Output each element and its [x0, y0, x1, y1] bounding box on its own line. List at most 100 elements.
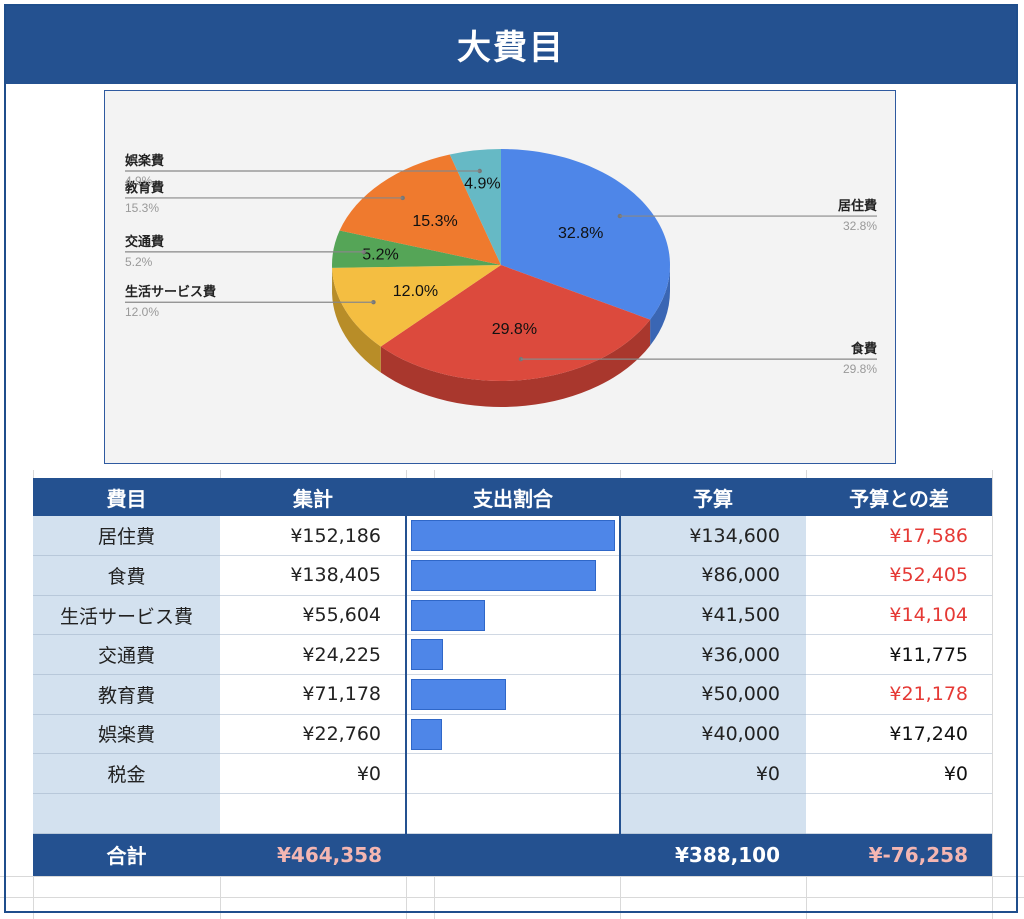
category-cell[interactable]: 娯楽費: [33, 714, 220, 755]
diff-cell[interactable]: ¥0: [806, 753, 992, 794]
table-row: 生活サービス費 ¥55,604 ¥41,500 ¥14,104: [33, 595, 992, 636]
leader-dot: [518, 356, 524, 362]
grid-line: [0, 897, 1024, 898]
pie-slice[interactable]: [332, 230, 501, 268]
total-cell[interactable]: ¥24,225: [220, 634, 406, 675]
header-diff[interactable]: 予算との差: [806, 478, 992, 516]
footer-share-cell[interactable]: [406, 833, 620, 876]
share-bar-cell[interactable]: [405, 555, 621, 596]
category-cell[interactable]: 食費: [33, 555, 220, 596]
category-cell[interactable]: 居住費: [33, 516, 220, 557]
share-bar: [411, 599, 485, 631]
total-cell[interactable]: ¥71,178: [220, 674, 406, 715]
share-bar-cell[interactable]: [405, 674, 621, 715]
table-row: [33, 793, 992, 834]
share-bar: [411, 679, 506, 710]
total-cell[interactable]: ¥152,186: [220, 516, 406, 557]
category-cell[interactable]: 交通費: [33, 634, 220, 675]
share-bar: [411, 560, 596, 592]
page-title: 大費目: [4, 4, 1018, 84]
budget-cell[interactable]: [620, 793, 806, 834]
budget-cell[interactable]: ¥36,000: [620, 634, 806, 675]
pie-slice-percent-label: 12.0%: [393, 283, 438, 300]
table-row: 教育費 ¥71,178 ¥50,000 ¥21,178: [33, 674, 992, 715]
share-bar-cell[interactable]: [405, 595, 621, 636]
table-row: 食費 ¥138,405 ¥86,000 ¥52,405: [33, 555, 992, 596]
pie-chart-svg: 32.8% 29.8% 12.0% 5.2% 15.3% 4.9% 居住費 32.8% 食費 29…: [124, 149, 877, 407]
category-cell[interactable]: 生活サービス費: [33, 595, 220, 636]
total-cell[interactable]: [220, 793, 406, 834]
table-row: 娯楽費 ¥22,760 ¥40,000 ¥17,240: [33, 714, 992, 755]
pie-slice[interactable]: [501, 149, 671, 320]
table-row: 居住費 ¥152,186 ¥134,600 ¥17,586: [33, 516, 992, 557]
callout-label: 娯楽費: [125, 153, 164, 168]
callout-percent: 29.8%: [843, 362, 877, 376]
callout-percent: 15.3%: [125, 201, 159, 215]
diff-cell[interactable]: ¥17,586: [806, 516, 992, 557]
diff-cell[interactable]: ¥17,240: [806, 714, 992, 755]
share-bar-cell[interactable]: [405, 753, 621, 794]
budget-cell[interactable]: ¥41,500: [620, 595, 806, 636]
table-row: 税金 ¥0 ¥0 ¥0: [33, 753, 992, 794]
footer-total[interactable]: ¥464,358: [220, 833, 406, 876]
share-bar-cell[interactable]: [405, 714, 621, 755]
budget-cell[interactable]: ¥0: [620, 753, 806, 794]
budget-cell[interactable]: ¥134,600: [620, 516, 806, 557]
header-share[interactable]: 支出割合: [406, 478, 620, 516]
budget-cell[interactable]: ¥86,000: [620, 555, 806, 596]
pie-slice-percent-label: 15.3%: [412, 213, 457, 230]
footer-budget[interactable]: ¥388,100: [620, 833, 806, 876]
grid-line: [0, 876, 1024, 877]
budget-cell[interactable]: ¥40,000: [620, 714, 806, 755]
diff-cell[interactable]: ¥52,405: [806, 555, 992, 596]
diff-cell[interactable]: ¥14,104: [806, 595, 992, 636]
table-row: 交通費 ¥24,225 ¥36,000 ¥11,775: [33, 634, 992, 675]
callout-label: 食費: [851, 341, 877, 356]
callout-label: 居住費: [838, 198, 877, 213]
category-cell[interactable]: 教育費: [33, 674, 220, 715]
callout-percent: 4.9%: [125, 174, 153, 188]
total-cell[interactable]: ¥22,760: [220, 714, 406, 755]
header-total[interactable]: 集計: [220, 478, 406, 516]
total-cell[interactable]: ¥138,405: [220, 555, 406, 596]
callout-label: 教育費: [124, 180, 164, 195]
diff-cell[interactable]: ¥21,178: [806, 674, 992, 715]
share-bar: [411, 718, 442, 750]
pie-slice-percent-label: 4.9%: [464, 175, 500, 192]
budget-cell[interactable]: ¥50,000: [620, 674, 806, 715]
header-budget[interactable]: 予算: [620, 478, 806, 516]
expense-table: 費目 集計 支出割合 予算 予算との差 居住費 ¥152,186 ¥134,600 ¥…: [33, 478, 992, 876]
pie-slice-percent-label: 5.2%: [362, 246, 398, 263]
diff-cell[interactable]: ¥11,775: [806, 634, 992, 675]
total-cell[interactable]: ¥55,604: [220, 595, 406, 636]
callout-percent: 5.2%: [125, 255, 153, 269]
table-header-row: 費目 集計 支出割合 予算 予算との差: [33, 478, 992, 516]
pie-slice[interactable]: [380, 265, 651, 382]
footer-diff[interactable]: ¥-76,258: [806, 833, 992, 876]
callout-percent: 32.8%: [843, 219, 877, 233]
pie-slice[interactable]: [339, 154, 501, 265]
pie-slice-side: [650, 265, 670, 346]
pie-slice[interactable]: [332, 265, 501, 347]
callout-label: 生活サービス費: [125, 284, 216, 299]
pie-slice-percent-label: 29.8%: [492, 321, 537, 338]
grid-line: [992, 470, 993, 919]
diff-cell[interactable]: [806, 793, 992, 834]
callout-percent: 12.0%: [125, 305, 159, 319]
share-bar-cell[interactable]: [405, 634, 621, 675]
pie-slice[interactable]: [449, 149, 501, 265]
footer-label[interactable]: 合計: [33, 833, 220, 876]
category-cell[interactable]: 税金: [33, 753, 220, 794]
share-bar: [411, 520, 615, 551]
pie-chart[interactable]: 32.8% 29.8% 12.0% 5.2% 15.3% 4.9% 居住費 32.8% 食費 29…: [104, 90, 896, 464]
table-footer-row: 合計 ¥464,358 ¥388,100 ¥-76,258: [33, 833, 992, 876]
header-category[interactable]: 費目: [33, 478, 220, 516]
pie-slice-side: [380, 319, 651, 407]
category-cell[interactable]: [33, 793, 220, 834]
total-cell[interactable]: ¥0: [220, 753, 406, 794]
share-bar-cell[interactable]: [405, 516, 621, 557]
share-bar: [411, 639, 443, 671]
pie-slice-percent-label: 32.8%: [558, 225, 603, 242]
share-bar-cell[interactable]: [405, 793, 621, 834]
callout-label: 交通費: [125, 234, 164, 249]
